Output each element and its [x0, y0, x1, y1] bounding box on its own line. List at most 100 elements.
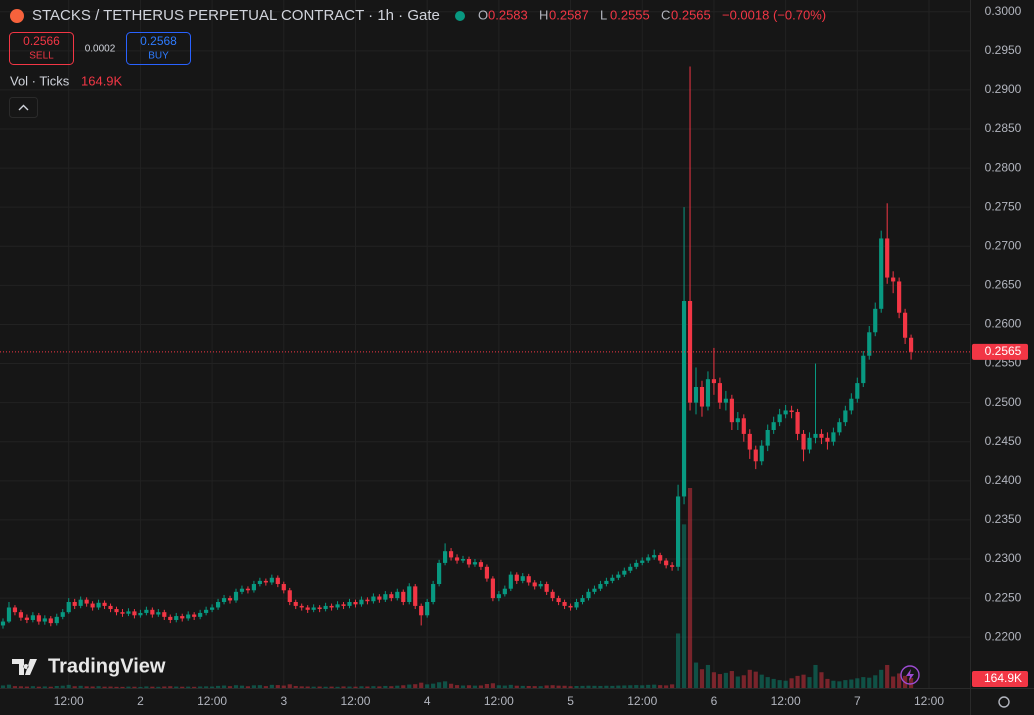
- candle-body: [138, 612, 143, 616]
- x-tick-label: 6: [711, 694, 718, 708]
- candle-body: [604, 580, 609, 585]
- candle-body: [6, 607, 12, 622]
- candle-body: [210, 607, 215, 610]
- volume-bar: [36, 686, 41, 688]
- volume-bar: [759, 674, 764, 688]
- x-tick-label: 7: [854, 694, 861, 708]
- candle-body: [807, 437, 812, 450]
- candle-body: [502, 588, 507, 595]
- candle-body: [586, 591, 591, 599]
- candle-body: [496, 594, 501, 599]
- candle-body: [108, 605, 113, 610]
- volume-bar: [341, 686, 346, 688]
- volume-bar: [90, 686, 95, 688]
- volume-bar: [586, 685, 591, 688]
- volume-bar: [789, 678, 794, 688]
- last-price-badge: [972, 343, 1028, 360]
- y-tick-label: 0.2800: [985, 160, 1022, 174]
- candle-body: [323, 605, 328, 610]
- candle-body: [281, 584, 286, 591]
- volume-badge: [972, 671, 1028, 687]
- candle-body: [204, 609, 209, 613]
- x-tick-label: 12:00: [627, 694, 657, 708]
- volume-bar: [879, 669, 884, 688]
- volume-bar: [526, 686, 531, 688]
- x-tick-label: 2: [137, 694, 144, 708]
- y-tick-label: 0.2250: [985, 590, 1022, 604]
- candle-body: [78, 599, 83, 606]
- volume-bar: [514, 685, 519, 688]
- candle-body: [353, 602, 358, 605]
- volume-bar: [132, 686, 137, 688]
- candle-body: [359, 599, 364, 605]
- volume-bar: [717, 674, 722, 688]
- candle-body: [251, 584, 257, 591]
- candle-body: [735, 418, 740, 423]
- volume-pane: [0, 488, 914, 688]
- collapse-button[interactable]: [9, 97, 38, 118]
- candle-body: [472, 562, 478, 565]
- volume-bar: [616, 685, 621, 688]
- volume-bar: [634, 685, 639, 688]
- candle-body: [652, 555, 657, 558]
- candle-body: [126, 611, 131, 614]
- volume-bar: [771, 678, 776, 688]
- candle-body: [580, 598, 585, 602]
- volume-bar: [353, 686, 358, 688]
- candle-body: [72, 602, 77, 606]
- volume-bar: [395, 685, 400, 688]
- candle-body: [658, 555, 663, 561]
- candle-body: [96, 602, 101, 608]
- candle-body: [174, 616, 179, 620]
- candle-body: [490, 578, 495, 599]
- volume-bar: [502, 685, 507, 688]
- x-tick-label: 12:00: [340, 694, 370, 708]
- sell-button[interactable]: [9, 32, 74, 65]
- candle-body: [12, 607, 18, 613]
- candle-body: [54, 616, 59, 624]
- volume-bar: [251, 685, 257, 688]
- candle-body: [347, 602, 352, 606]
- volume-bar: [813, 664, 818, 688]
- candle-body: [401, 591, 406, 602]
- ohlc-letter: C: [661, 7, 670, 22]
- volume-bar: [604, 685, 609, 688]
- candle-body: [233, 591, 239, 601]
- volume-bar: [777, 680, 782, 688]
- x-tick-label: 12:00: [197, 694, 227, 708]
- candle-body: [765, 430, 770, 446]
- volume-bar: [389, 686, 394, 688]
- candle-body: [622, 570, 627, 575]
- settings-button[interactable]: [998, 696, 1010, 708]
- candle-body: [819, 433, 824, 438]
- volume-bar: [60, 685, 65, 688]
- candle-body: [413, 586, 418, 606]
- grid: [0, 0, 970, 688]
- ohlc-value: 0.2565: [671, 7, 711, 22]
- volume-bar: [873, 675, 878, 688]
- candle-body: [24, 617, 29, 620]
- volume-bar: [448, 683, 454, 688]
- volume-bar: [687, 488, 693, 688]
- y-tick-label: 0.2600: [985, 317, 1022, 331]
- volume-bar: [532, 686, 537, 688]
- volume-bar: [741, 675, 746, 688]
- volume-bar: [210, 686, 215, 688]
- sell-label: SELL: [29, 51, 54, 62]
- volume-bar: [311, 686, 316, 688]
- y-tick-label: 0.2650: [985, 278, 1022, 292]
- volume-bar: [168, 686, 173, 688]
- candle-body: [729, 398, 734, 423]
- buy-button[interactable]: [126, 32, 191, 65]
- volume-bar: [544, 685, 549, 688]
- candle-body: [670, 565, 675, 567]
- volume-bar: [885, 664, 890, 688]
- volume-bar: [263, 686, 268, 688]
- candle-body: [317, 607, 322, 610]
- lightning-button[interactable]: [900, 665, 920, 685]
- volume-bar: [24, 686, 29, 688]
- candle-body: [186, 614, 191, 619]
